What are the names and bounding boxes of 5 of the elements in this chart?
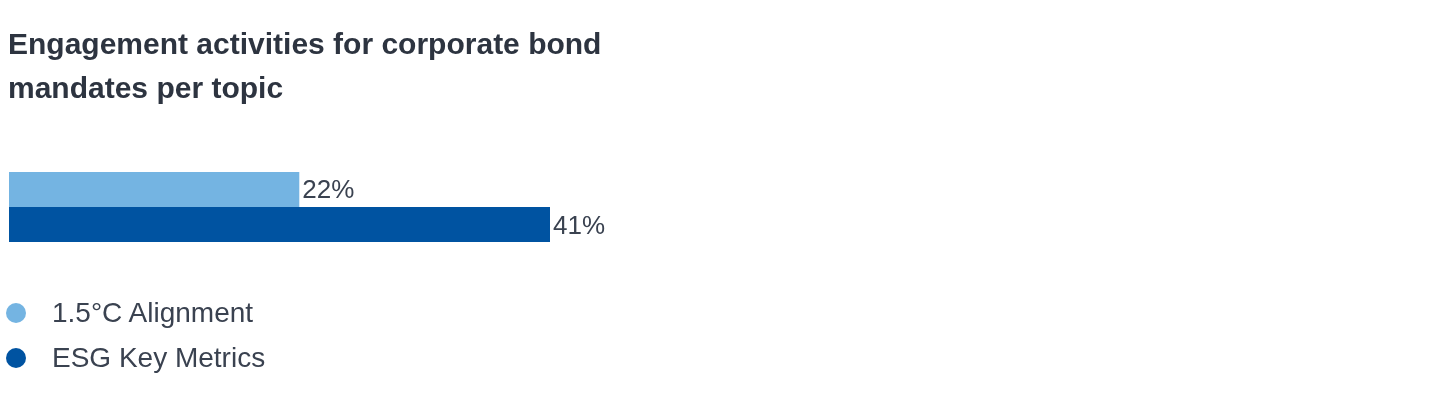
legend-label: ESG Key Metrics [52,341,266,374]
data-label: 41% [553,209,606,240]
legend-label: 1.5°C Alignment [52,296,254,329]
chart-title: Engagement activities for corporate bond mandates per topic [8,26,603,106]
data-label: 22% [302,174,355,205]
